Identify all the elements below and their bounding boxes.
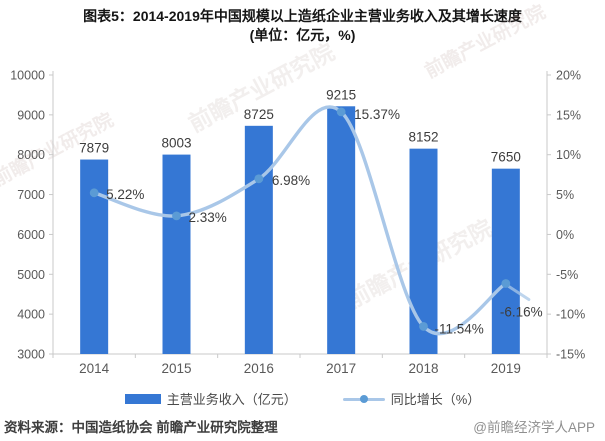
legend-bar-swatch [124, 393, 161, 404]
x-axis-category-label: 2015 [161, 361, 191, 376]
line-marker [336, 107, 346, 117]
legend-bar-label: 主营业务收入（亿元） [166, 392, 297, 407]
chart-subtitle: (单位：亿元，%) [249, 27, 356, 43]
x-axis-category-label: 2019 [491, 361, 521, 376]
left-axis-tick-label: 7000 [17, 188, 45, 202]
x-axis-category-label: 2017 [326, 361, 356, 376]
legend-item-growth: 同比增长（%） [342, 389, 481, 408]
source-text: 资料来源：中国造纸协会 前瞻产业研究院整理 [4, 420, 278, 435]
right-axis-tick-label: -10% [556, 308, 585, 322]
line-marker [172, 211, 181, 221]
line-marker [419, 322, 428, 331]
bar-value-label: 8152 [408, 130, 438, 145]
left-axis-tick-label: 8000 [17, 148, 45, 162]
legend: 主营业务收入（亿元） 同比增长（%） [0, 389, 605, 408]
growth-line-tail [507, 285, 531, 302]
left-axis-tick-label: 9000 [17, 108, 45, 122]
growth-value-label: -6.16% [500, 305, 543, 320]
left-axis-tick-label: 3000 [17, 348, 45, 362]
legend-line-swatch [342, 394, 385, 404]
x-axis-category-label: 2014 [79, 361, 110, 376]
bar-value-label: 8725 [244, 107, 274, 122]
growth-value-label: -11.54% [435, 321, 484, 336]
growth-value-label: 15.37% [354, 107, 400, 122]
bar [491, 168, 520, 354]
credit-text: @前瞻经济学人APP [473, 420, 595, 435]
bar [162, 154, 191, 354]
legend-line-label: 同比增长（%） [390, 392, 481, 407]
line-marker [89, 188, 99, 198]
bar-value-label: 7879 [79, 141, 109, 156]
right-axis-tick-label: 10% [556, 148, 581, 162]
left-axis-tick-label: 4000 [17, 308, 45, 322]
bar-value-label: 7650 [491, 150, 521, 165]
x-axis-category-label: 2016 [244, 361, 274, 376]
growth-value-label: 5.22% [106, 187, 144, 202]
right-axis-tick-label: -5% [556, 268, 578, 282]
x-axis-category-label: 2018 [408, 361, 438, 376]
growth-line [92, 105, 508, 336]
bar-value-label: 8003 [161, 136, 191, 151]
line-marker [501, 279, 511, 288]
line-marker [254, 174, 264, 184]
growth-value-label: 2.33% [189, 210, 227, 225]
left-axis-tick-label: 5000 [17, 268, 45, 282]
left-axis-tick-label: 10000 [10, 69, 45, 83]
right-axis-tick-label: 0% [556, 228, 574, 242]
chart-title-block: 图表5：2014-2019年中国规模以上造纸企业主营业务收入及其增长速度 (单位… [0, 7, 605, 45]
bar [244, 125, 273, 354]
growth-value-label: 6.98% [272, 173, 310, 188]
chart-plot: 10000 20% 9000 15% 8000 10% 7000 5% 6000 0% 5000 -5… [10, 69, 585, 377]
right-axis-tick-label: 20% [556, 69, 581, 83]
bar-value-label: 9215 [326, 87, 356, 102]
right-axis-tick-label: -15% [556, 348, 585, 362]
left-axis-tick-label: 6000 [17, 228, 45, 242]
right-axis-tick-label: 15% [556, 108, 581, 122]
bar [327, 106, 356, 354]
bar [409, 148, 438, 354]
legend-item-revenue: 主营业务收入（亿元） [124, 389, 297, 408]
chart-title: 图表5：2014-2019年中国规模以上造纸企业主营业务收入及其增长速度 [83, 8, 522, 24]
footer: 资料来源：中国造纸协会 前瞻产业研究院整理 @前瞻经济学人APP [0, 416, 605, 436]
right-axis-tick-label: 5% [556, 188, 574, 202]
chart-area: 10000 20% 9000 15% 8000 10% 7000 5% 6000 0% 5000 -5… [0, 57, 605, 387]
